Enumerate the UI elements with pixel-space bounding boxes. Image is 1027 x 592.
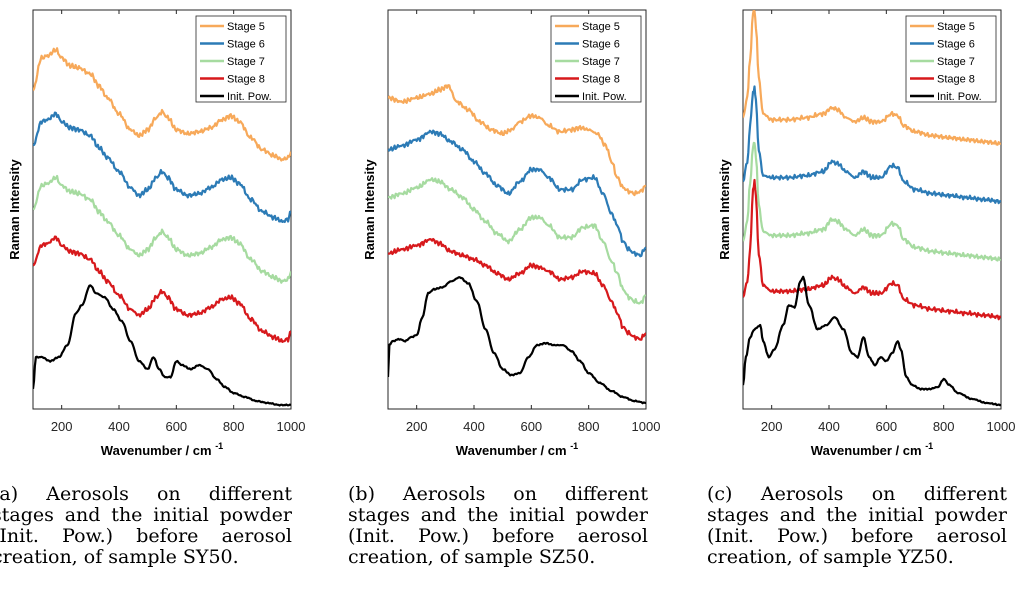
legend-label: Init. Pow. (582, 91, 627, 103)
x-axis-label: Wavenumber / cm -1 (101, 441, 223, 458)
y-axis-label: Raman Intensity (717, 159, 732, 260)
caption-sz50: (b) Aerosols on different stages and the… (348, 483, 648, 568)
caption-sy50: (a) Aerosols on different stages and the… (0, 483, 292, 568)
legend-label: Stage 7 (582, 56, 620, 68)
series-line-init-pow (388, 276, 646, 405)
x-axis-label: Wavenumber / cm -1 (456, 441, 578, 458)
series-line-stage-7 (388, 177, 646, 305)
series-line-stage-5 (743, 10, 1001, 146)
legend-label: Stage 5 (227, 21, 265, 33)
chart-panel-yz50: 200 400 600 800 1000 Wavenumber / cm -1 Raman … (710, 0, 1027, 592)
legend: Stage 5 Stage 6 Stage 7 Stage 8 Init. Pow. (195, 15, 287, 103)
legend-label: Stage 7 (227, 56, 265, 68)
x-tick-label: 400 (818, 419, 840, 434)
series-line-stage-8 (33, 235, 291, 343)
legend-label: Stage 8 (937, 74, 975, 86)
series-line-stage-5 (33, 47, 291, 162)
x-tick-label: 1000 (632, 419, 661, 434)
legend-label: Init. Pow. (937, 91, 982, 103)
x-tick-label: 600 (165, 419, 187, 434)
legend-label: Stage 5 (937, 21, 975, 33)
series-line-stage-7 (743, 141, 1001, 262)
legend: Stage 5 Stage 6 Stage 7 Stage 8 Init. Pow. (905, 15, 997, 103)
x-tick-label: 200 (761, 419, 783, 434)
y-axis-label: Raman Intensity (7, 159, 22, 260)
legend: Stage 5 Stage 6 Stage 7 Stage 8 Init. Pow. (550, 15, 642, 103)
caption-yz50: (c) Aerosols on different stages and the… (707, 483, 1007, 568)
x-axis-label: Wavenumber / cm -1 (811, 441, 933, 458)
legend-label: Stage 8 (582, 74, 620, 86)
legend-label: Stage 6 (937, 39, 975, 51)
x-tick-label: 600 (520, 419, 542, 434)
series-line-stage-6 (743, 85, 1001, 205)
x-tick-label: 800 (578, 419, 600, 434)
x-tick-label: 1000 (987, 419, 1016, 434)
legend-label: Stage 6 (227, 39, 265, 51)
legend-label: Stage 8 (227, 74, 265, 86)
legend-label: Stage 7 (937, 56, 975, 68)
x-tick-label: 800 (933, 419, 955, 434)
x-tick-label: 200 (51, 419, 73, 434)
legend-label: Stage 6 (582, 39, 620, 51)
series-line-stage-5 (388, 84, 646, 197)
series-line-stage-6 (388, 129, 646, 258)
series-line-stage-6 (33, 111, 291, 224)
chart-svg: 200 400 600 800 1000 Wavenumber / cm -1 Raman … (7, 9, 306, 458)
x-tick-label: 400 (108, 419, 130, 434)
x-tick-label: 600 (875, 419, 897, 434)
chart-panel-sy50: 200 400 600 800 1000 Wavenumber / cm -1 Raman … (0, 0, 360, 592)
x-tick-label: 1000 (277, 419, 306, 434)
y-axis-label: Raman Intensity (362, 159, 377, 260)
series-line-stage-7 (33, 174, 291, 284)
x-tick-label: 800 (223, 419, 245, 434)
chart-svg: 200 400 600 800 1000 Wavenumber / cm -1 Raman … (362, 9, 661, 458)
chart-panel-sz50: 200 400 600 800 1000 Wavenumber / cm -1 Raman … (355, 0, 715, 592)
legend-label: Init. Pow. (227, 91, 272, 103)
series-line-init-pow (743, 275, 1001, 407)
series-line-init-pow (33, 284, 291, 407)
legend-label: Stage 5 (582, 21, 620, 33)
series-line-stage-8 (743, 178, 1001, 321)
x-tick-label: 200 (406, 419, 428, 434)
series-line-stage-8 (388, 237, 646, 341)
chart-svg: 200 400 600 800 1000 Wavenumber / cm -1 Raman … (717, 9, 1016, 458)
x-tick-label: 400 (463, 419, 485, 434)
